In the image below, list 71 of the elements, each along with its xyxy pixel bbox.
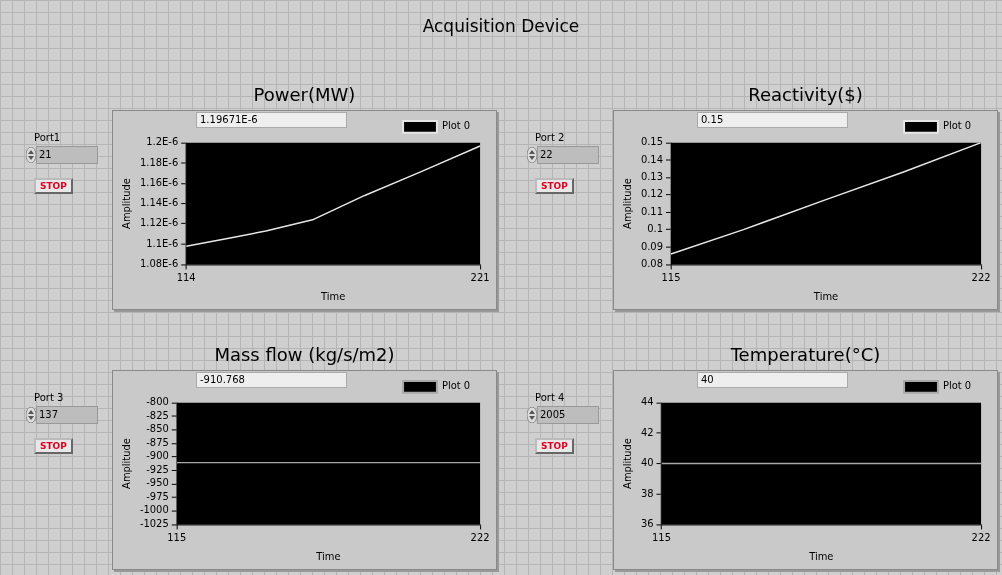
text: 21 [36,146,98,164]
text: STOP [535,438,574,454]
text: Acquisition Device [421,16,581,36]
y-tick-label: 0.09 [640,240,664,252]
x-axis-title: Time [319,290,346,302]
legend-label: Plot 0 [441,380,471,392]
y-tick-label: 38 [640,487,654,499]
y-tick-label: -875 [146,436,169,448]
chart-title: Reactivity($) [747,84,864,105]
text: -910.768 [196,372,347,388]
x-tick-label: 115 [651,531,671,543]
y-tick-label: 40 [640,457,654,469]
y-axis-title: Amplitude [120,438,132,489]
x-axis-title: Time [812,290,839,302]
y-tick-label: -900 [146,450,169,462]
x-tick-label: 115 [167,531,187,543]
text: Port 3 [34,392,64,403]
y-tick-label: 1.08E-6 [139,258,179,270]
legend-label: Plot 0 [942,120,972,132]
text: STOP [535,178,574,194]
y-tick-label: 0.14 [640,153,664,165]
text: 0.15 [697,112,848,128]
chart-title: Mass flow (kg/s/m2) [213,344,396,365]
y-axis-title: Amplitude [120,178,132,229]
text: 2005 [537,406,599,424]
y-axis-title: Amplitude [621,178,633,229]
y-tick-label: -1000 [139,504,169,516]
text: STOP [34,438,73,454]
y-tick-label: 1.1E-6 [146,237,179,249]
text: STOP [34,178,73,194]
chart-title: Power(MW) [252,84,357,105]
y-tick-label: 44 [640,396,654,408]
x-tick-label: 222 [470,531,490,543]
y-tick-label: 1.2E-6 [146,136,179,148]
y-tick-label: -1025 [139,518,169,530]
y-tick-label: 42 [640,426,654,438]
y-tick-label: 36 [640,518,654,530]
legend-label: Plot 0 [441,120,471,132]
x-tick-label: 222 [971,531,991,543]
legend-label: Plot 0 [942,380,972,392]
y-tick-label: 1.16E-6 [139,176,179,188]
y-tick-label: 1.18E-6 [139,156,179,168]
text: Port1 [34,132,61,143]
y-tick-label: -850 [146,423,169,435]
y-tick-label: -975 [146,490,169,502]
y-axis-title: Amplitude [621,438,633,489]
x-tick-label: 221 [470,271,490,283]
y-tick-label: 0.11 [640,205,664,217]
y-tick-label: -925 [146,463,169,475]
y-tick-label: 1.12E-6 [139,217,179,229]
chart-title: Temperature(°C) [729,344,882,365]
y-tick-label: 0.13 [640,171,664,183]
y-tick-label: 0.12 [640,188,664,200]
text: Port 2 [535,132,565,143]
text: 22 [537,146,599,164]
x-tick-label: 115 [661,271,681,283]
x-tick-label: 114 [176,271,196,283]
text: Port 4 [535,392,565,403]
y-tick-label: 0.08 [640,258,664,270]
y-tick-label: 0.1 [647,223,664,235]
text: 40 [697,372,848,388]
y-tick-label: 0.15 [640,136,664,148]
x-axis-title: Time [315,550,341,562]
text: 1.19671E-6 [196,112,347,128]
text: 137 [36,406,98,424]
y-tick-label: 1.14E-6 [139,197,179,209]
y-tick-label: -950 [146,477,169,489]
y-tick-label: -825 [146,409,169,421]
x-axis-title: Time [808,550,834,562]
y-tick-label: -800 [146,396,169,408]
x-tick-label: 222 [971,271,991,283]
